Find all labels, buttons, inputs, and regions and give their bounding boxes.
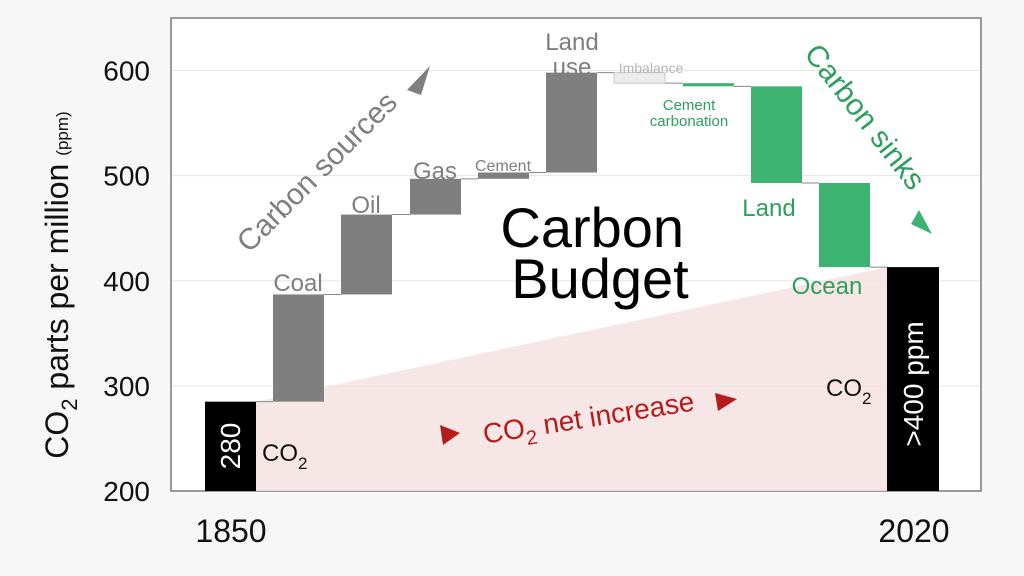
bar-end — [887, 267, 939, 491]
bar-label-line: Cement — [663, 97, 716, 114]
net-increase-pre: CO — [481, 412, 527, 449]
bar-label-cementcarb: Cement carbonation — [650, 97, 728, 130]
bar-cement — [478, 172, 529, 179]
y-axis-label: CO2 parts per million (ppm) — [39, 111, 82, 458]
bar-gas — [410, 178, 461, 215]
carbon-sinks-arrow-icon — [911, 210, 932, 234]
co2-start-label: CO2 — [262, 440, 307, 473]
bar-label-landuse: Land use — [545, 29, 598, 81]
y-axis-label-unit: (ppm) — [53, 111, 72, 155]
net-increase-sub: 2 — [525, 426, 539, 449]
bar-connectors — [256, 72, 887, 403]
bar-label-cement: Cement — [475, 158, 532, 175]
net-increase-area — [256, 267, 887, 491]
x-label-end: 2020 — [878, 513, 949, 549]
carbon-sources-arrow-icon — [407, 66, 430, 95]
y-tick-label: 500 — [103, 161, 150, 192]
chart-title: Carbon Budget — [500, 196, 699, 310]
co2-end-sub: 2 — [862, 389, 871, 408]
bar-label-end: >400 ppm — [898, 321, 929, 446]
co2-end-main: CO — [826, 375, 862, 402]
co2-start-main: CO — [262, 440, 298, 467]
bar-label-imbalance: Imbalance — [619, 60, 684, 76]
net-increase-right-arrow-icon — [715, 393, 737, 411]
bar-label-land: Land — [742, 195, 795, 222]
y-tick-label: 300 — [103, 371, 150, 402]
y-tick-label: 200 — [103, 476, 150, 507]
bar-label-start: 280 — [215, 423, 246, 470]
co2-start-sub: 2 — [298, 454, 307, 473]
bar-coal — [273, 294, 324, 402]
bar-land — [751, 86, 802, 184]
bar-label-line: carbonation — [650, 113, 728, 130]
bar-label-line: Land — [545, 29, 598, 56]
y-axis-label-sub: 2 — [57, 398, 82, 410]
y-axis-label-rest: parts per million — [39, 164, 75, 399]
net-increase-left-arrow-icon — [440, 425, 460, 445]
bar-label-line: use — [553, 54, 592, 81]
bar-label-coal: Coal — [273, 270, 322, 297]
bar-oil — [341, 214, 392, 295]
chart-title-line-1: Carbon — [500, 196, 684, 259]
bar-ocean — [819, 183, 870, 268]
x-label-start: 1850 — [195, 513, 266, 549]
bar-label-oil: Oil — [351, 192, 380, 219]
bar-label-ocean: Ocean — [792, 273, 863, 300]
bar-landuse — [546, 72, 597, 173]
co2-end-label: CO2 — [826, 375, 871, 408]
y-tick-label: 600 — [103, 56, 150, 87]
y-tick-label: 400 — [103, 266, 150, 297]
bar-imbalance — [613, 72, 666, 84]
chart-title-line-2: Budget — [511, 247, 689, 310]
bar-label-gas: Gas — [413, 158, 457, 185]
waterfall-bars — [205, 72, 939, 491]
y-axis-label-main: CO — [39, 411, 75, 459]
bar-start — [205, 401, 256, 491]
bar-cementcarb — [683, 83, 734, 87]
y-tick-labels: 200 300 400 500 600 — [103, 56, 150, 507]
